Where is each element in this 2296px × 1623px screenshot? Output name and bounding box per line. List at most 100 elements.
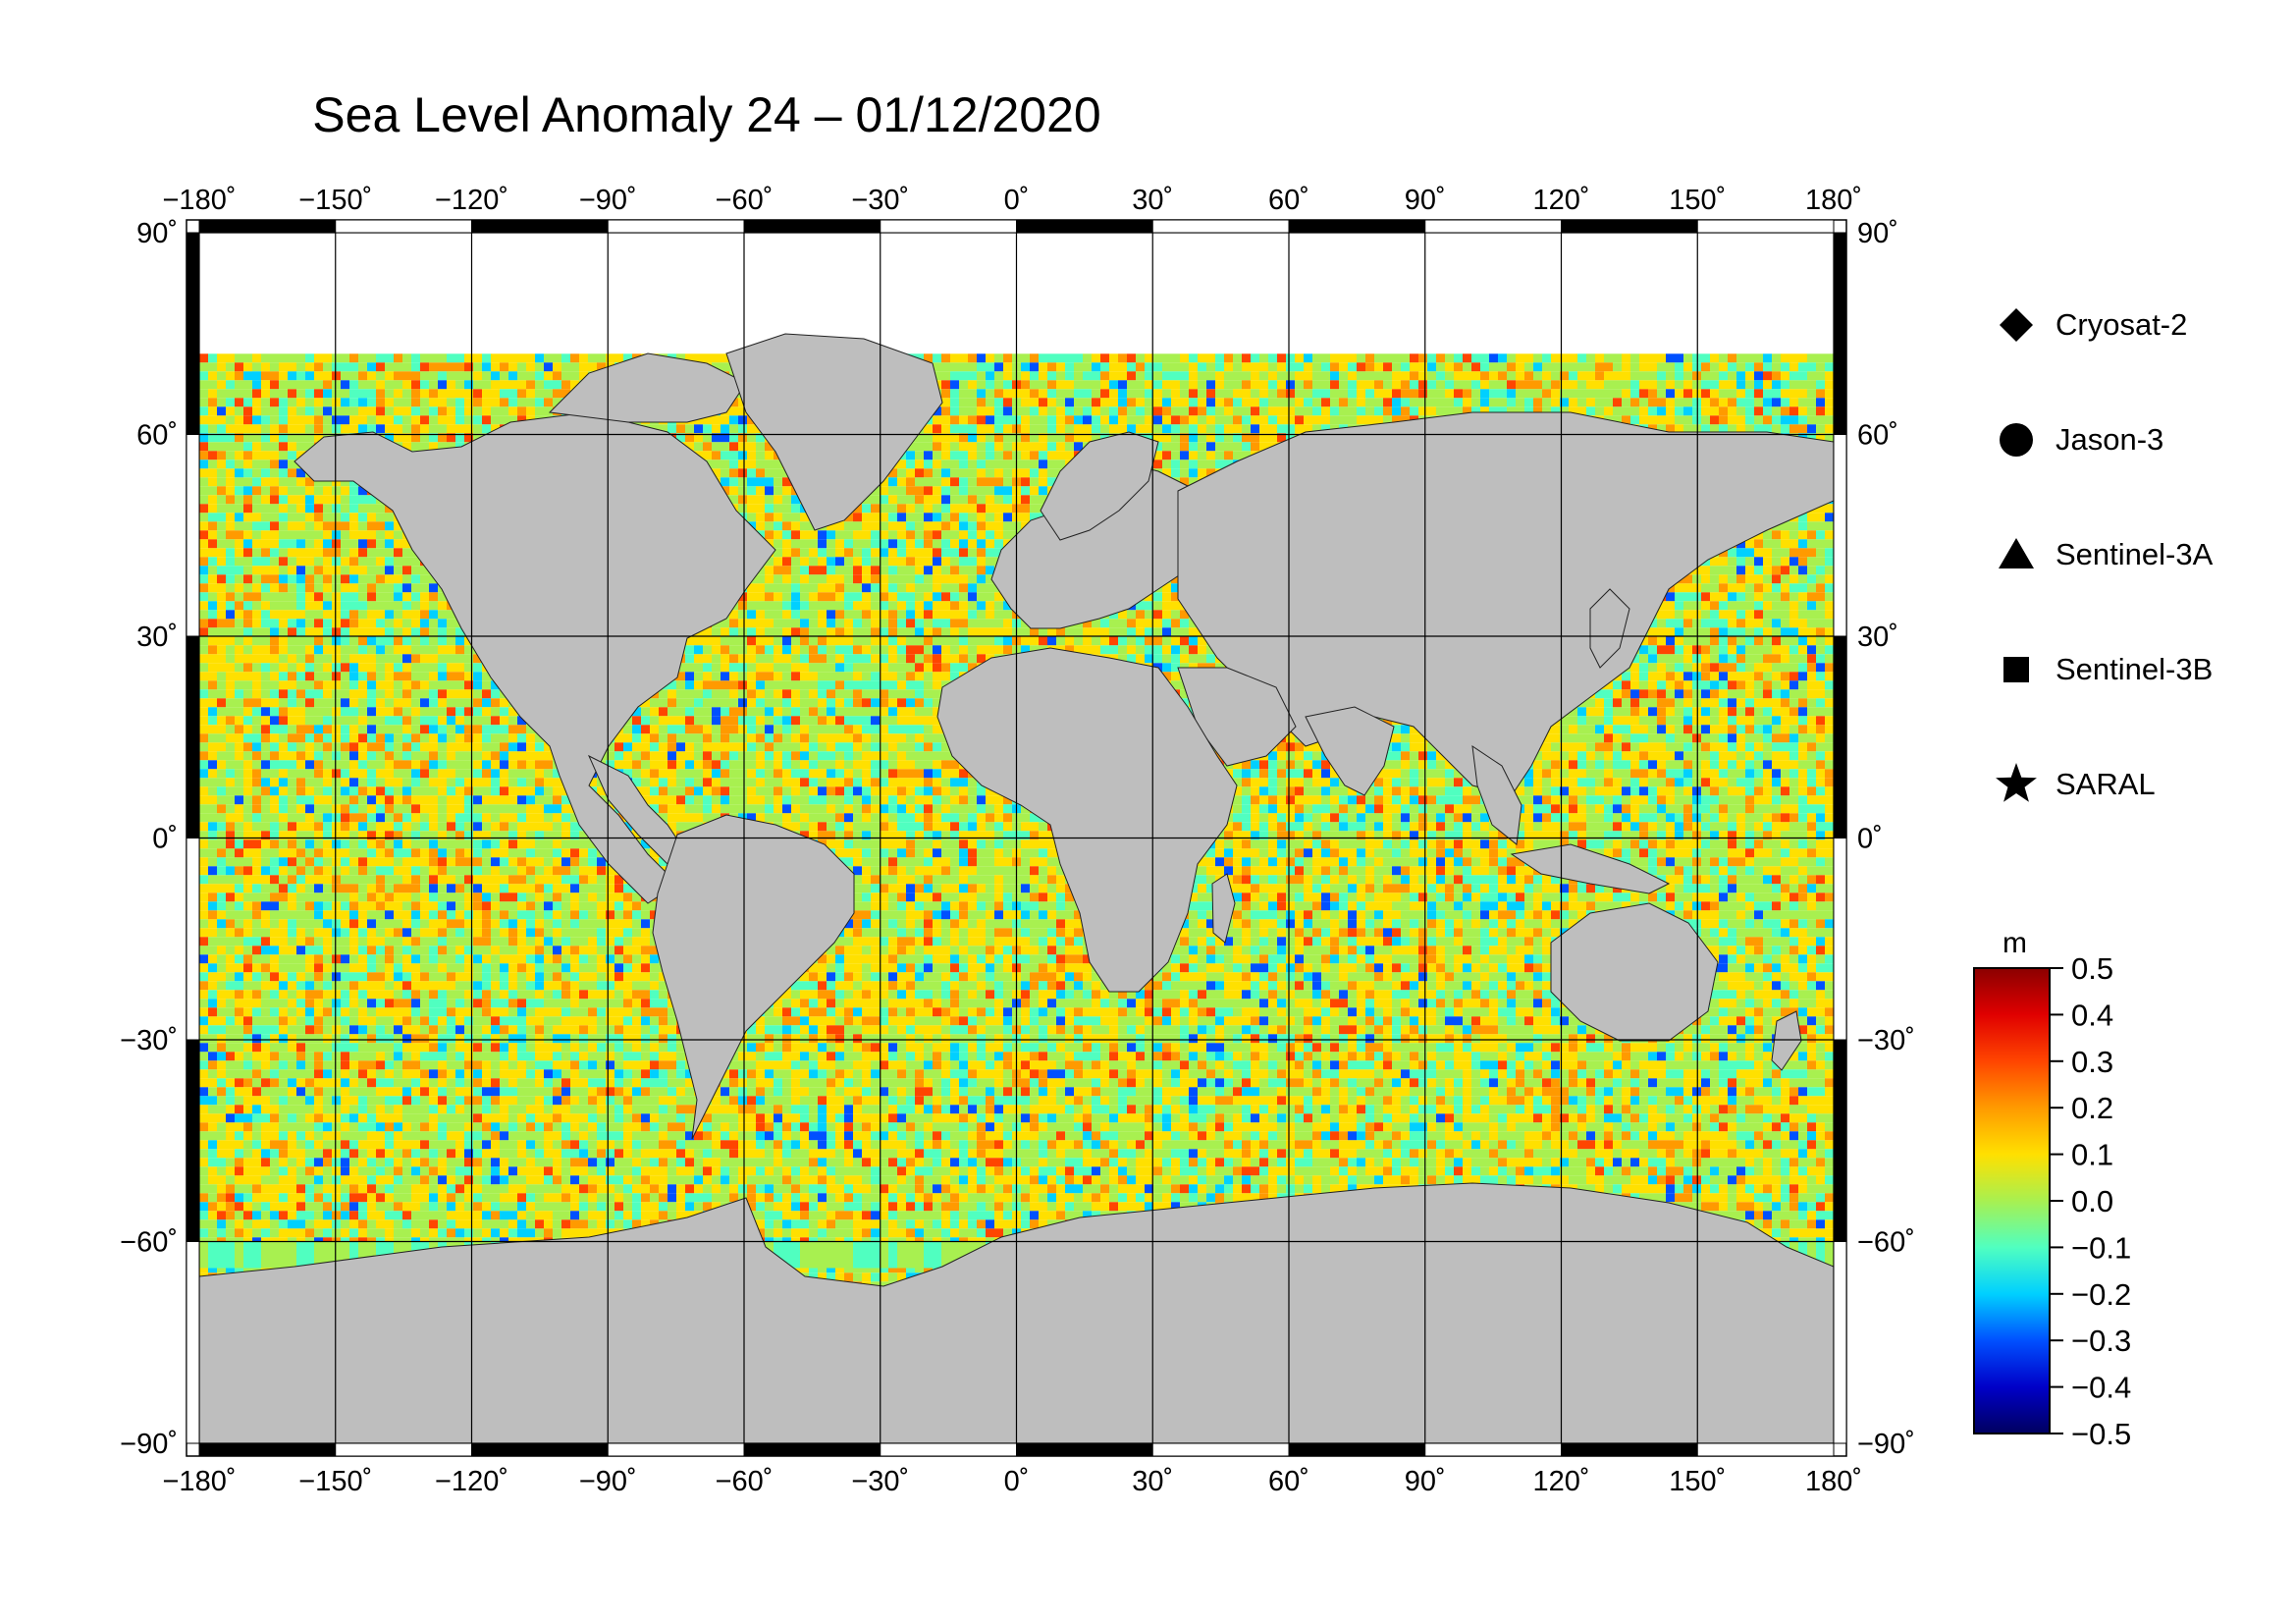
lat-tick-label-left: −30˚ <box>120 1025 178 1056</box>
lat-tick-label-left: 60˚ <box>136 420 178 452</box>
lon-tick-label-bottom: −90˚ <box>579 1466 637 1497</box>
legend-item-label: Sentinel-3A <box>2056 537 2214 571</box>
circle-marker-icon <box>2000 423 2033 457</box>
lat-tick-label-right: 0˚ <box>1857 824 1883 855</box>
landmass-madagascar <box>1211 873 1236 944</box>
colorbar-tick-label: −0.4 <box>2071 1371 2131 1405</box>
frame-bar-bottom <box>743 1442 881 1457</box>
map-frame: −180˚ −180˚ −150˚ −150˚ −120˚ −120˚ −90˚ −90˚ −6… <box>120 185 1915 1497</box>
lon-tick-label-top: −150˚ <box>298 185 372 216</box>
landmass-southeast-asia <box>1471 744 1522 845</box>
colorbar-tick-label: 0.0 <box>2071 1184 2113 1218</box>
lat-tick-label-right: 30˚ <box>1857 622 1898 653</box>
colorbar-tick-label: 0.2 <box>2071 1091 2113 1125</box>
lat-tick-label-right: −90˚ <box>1857 1429 1915 1460</box>
colorbar-tick-label: −0.5 <box>2071 1417 2131 1451</box>
lon-tick-label-top: −90˚ <box>579 185 637 216</box>
lon-tick-label-top: −60˚ <box>716 185 774 216</box>
landmass-indonesia <box>1510 843 1671 894</box>
lat-tick-label-right: 60˚ <box>1857 420 1898 452</box>
lat-tick-label-right: −60˚ <box>1857 1227 1915 1259</box>
landmass-south-america <box>652 814 855 1140</box>
frame-bar-top <box>1016 219 1153 234</box>
legend-item-label: Sentinel-3B <box>2056 652 2214 686</box>
lat-tick-label-right: 90˚ <box>1857 218 1898 249</box>
lon-tick-label-top: −120˚ <box>435 185 508 216</box>
lat-tick-label-left: −90˚ <box>120 1429 178 1460</box>
legend-item-label: SARAL <box>2056 767 2156 801</box>
lon-tick-label-bottom: 180˚ <box>1805 1466 1862 1497</box>
lon-tick-label-bottom: −180˚ <box>163 1466 237 1497</box>
frame-bar-left <box>186 232 200 435</box>
colorbar-gradient <box>1973 967 2051 1434</box>
landmass-greenland <box>725 333 943 531</box>
frame-bar-top <box>607 219 745 234</box>
landmass-scandinavia <box>1040 431 1159 541</box>
frame-bar-bottom <box>607 1442 745 1457</box>
diamond-marker-icon <box>2000 308 2033 342</box>
lon-tick-label-bottom: 120˚ <box>1532 1466 1589 1497</box>
frame-bar-bottom <box>335 1442 472 1457</box>
frame-bar-right <box>1833 838 1847 1041</box>
frame-bar-bottom <box>1561 1442 1698 1457</box>
lon-tick-label-top: −180˚ <box>163 185 237 216</box>
frame-bar-top <box>335 219 472 234</box>
lon-tick-label-bottom: −120˚ <box>435 1466 508 1497</box>
frame-bar-bottom <box>1288 1442 1426 1457</box>
lon-tick-label-bottom: −150˚ <box>298 1466 372 1497</box>
lon-tick-label-top: 120˚ <box>1532 185 1589 216</box>
lon-tick-label-top: 60˚ <box>1268 185 1309 216</box>
frame-bar-right <box>1833 1039 1847 1242</box>
colorbar-tick-label: 0.4 <box>2071 998 2113 1032</box>
landmass-africa <box>936 647 1238 993</box>
frame-bar-left <box>186 838 200 1041</box>
map-title: Sea Level Anomaly 24 – 01/12/2020 <box>312 87 1101 142</box>
frame-bar-bottom <box>1016 1442 1153 1457</box>
landmass-india <box>1305 706 1395 796</box>
lon-tick-label-bottom: −30˚ <box>851 1466 909 1497</box>
lat-tick-label-left: 30˚ <box>136 622 178 653</box>
lon-tick-label-bottom: −60˚ <box>716 1466 774 1497</box>
frame-bar-top <box>1424 219 1562 234</box>
lat-tick-label-left: −60˚ <box>120 1227 178 1259</box>
graticule <box>198 232 1835 1444</box>
lat-tick-label-right: −30˚ <box>1857 1025 1915 1056</box>
star-marker-icon <box>1996 763 2037 802</box>
frame-bar-top <box>198 219 337 234</box>
frame-bar-top <box>1288 219 1426 234</box>
frame-bar-top <box>880 219 1017 234</box>
lon-tick-label-top: 90˚ <box>1405 185 1446 216</box>
colorbar-unit: m <box>2002 927 2027 959</box>
frame-bar-left <box>186 1241 200 1444</box>
frame-bar-top <box>743 219 881 234</box>
lon-tick-label-bottom: 90˚ <box>1405 1466 1446 1497</box>
triangle-marker-icon <box>1999 538 2034 568</box>
frame-bar-top <box>1151 219 1290 234</box>
frame-bar-left <box>186 635 200 839</box>
frame-bar-bottom <box>198 1442 337 1457</box>
lon-tick-label-top: 150˚ <box>1669 185 1726 216</box>
colorbar-tick-label: −0.3 <box>2071 1324 2131 1358</box>
frame-bar-bottom <box>1424 1442 1562 1457</box>
colorbar-tick-label: 0.1 <box>2071 1138 2113 1172</box>
frame-bar-bottom <box>1151 1442 1290 1457</box>
legend-item-label: Jason-3 <box>2056 422 2164 457</box>
square-marker-icon <box>2003 657 2029 682</box>
colorbar: 0.5 0.4 0.3 0.2 0.1 0.0 −0.1 −0.2 −0.3 −0.4 −0.5 <box>1973 951 2131 1451</box>
frame-bar-right <box>1833 232 1847 435</box>
frame-bar-top <box>1696 219 1835 234</box>
lon-tick-label-top: 180˚ <box>1805 185 1862 216</box>
frame-bar-left <box>186 434 200 637</box>
frame-bar-left <box>186 1039 200 1242</box>
colorbar-tick-label: −0.2 <box>2071 1277 2131 1312</box>
lon-tick-label-bottom: 60˚ <box>1268 1466 1309 1497</box>
frame-bar-bottom <box>471 1442 609 1457</box>
landmass-north-america <box>294 411 776 904</box>
legend-item-label: Cryosat-2 <box>2056 307 2188 342</box>
frame-bar-top <box>471 219 609 234</box>
lon-tick-label-top: 0˚ <box>1004 185 1030 216</box>
lon-tick-label-top: −30˚ <box>851 185 909 216</box>
colorbar-tick-label: −0.1 <box>2071 1230 2131 1265</box>
frame-bar-right <box>1833 1241 1847 1444</box>
